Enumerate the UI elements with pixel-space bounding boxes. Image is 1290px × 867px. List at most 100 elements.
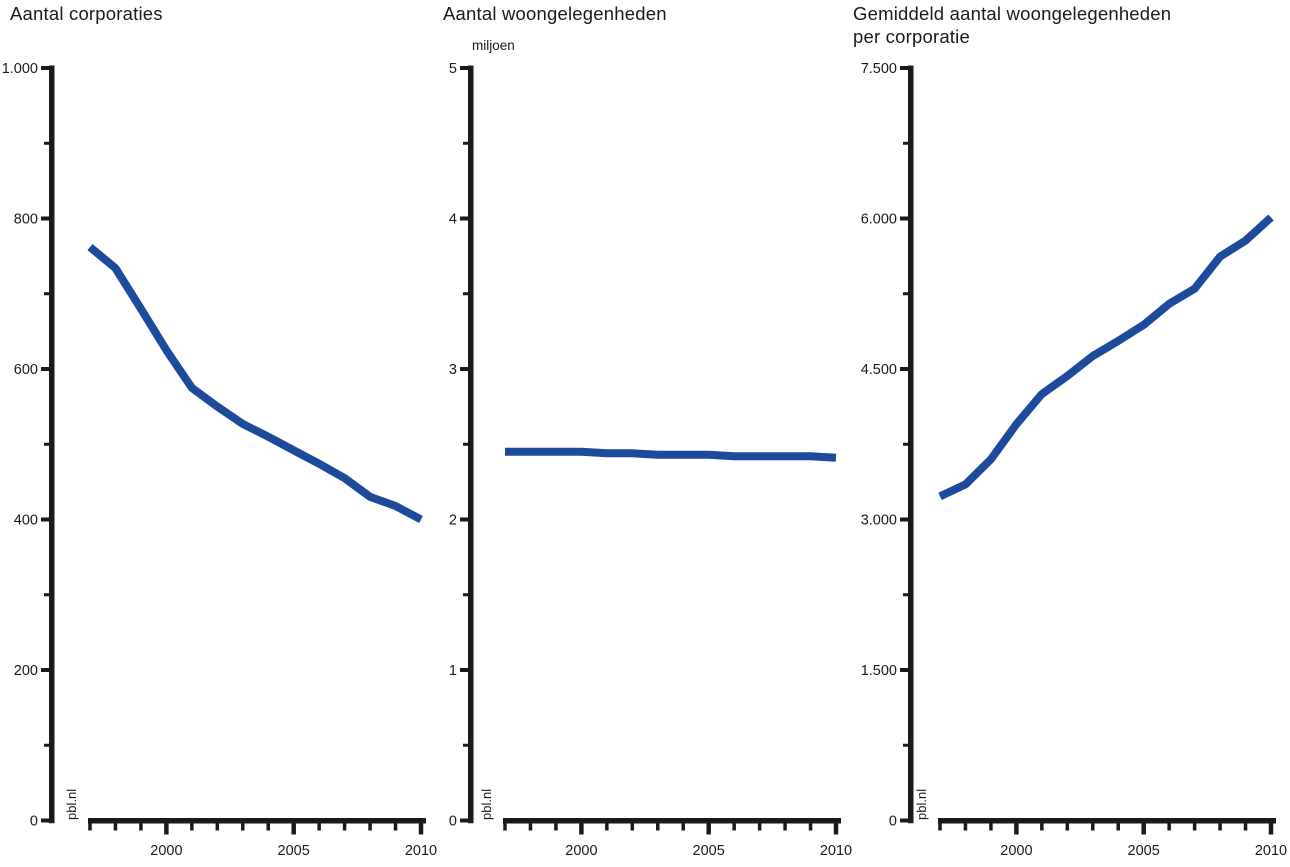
y-axis [49, 65, 55, 824]
x-minor-tick [656, 823, 660, 831]
y-tick-label: 5 [449, 61, 457, 77]
chart-3: 0 1.500 3.000 4.500 6.000 7.500 2000 2005 2010 pb… [861, 61, 1287, 859]
y-tick-label: 600 [14, 362, 38, 378]
x-minor-tick [393, 823, 398, 831]
y-minor-tick [44, 743, 49, 747]
x-tick-label: 2010 [1255, 843, 1287, 859]
x-minor-tick [503, 823, 507, 831]
x-minor-tick [1091, 823, 1095, 831]
y-major-tick [900, 66, 908, 70]
x-major-tick [706, 823, 711, 835]
y-major-tick [41, 367, 49, 371]
y-tick-label: 3.000 [861, 513, 897, 529]
x-major-tick [1141, 823, 1146, 835]
y-tick-label: 3 [449, 362, 457, 378]
y-tick-label: 6.000 [861, 212, 897, 228]
data-line [938, 214, 1274, 501]
source-label: pbl.nl [479, 789, 494, 820]
x-minor-tick [1243, 823, 1248, 831]
y-minor-tick [463, 442, 468, 446]
x-minor-tick [190, 823, 194, 831]
y-tick-label: 400 [14, 513, 38, 529]
y-major-tick [460, 216, 468, 221]
chart-1: 0 200 400 600 800 1.000 2000 2005 2010 pbl.nl [2, 61, 437, 859]
y-major-tick [900, 367, 908, 371]
y-tick-label: 7.500 [861, 61, 897, 77]
x-tick-label: 2010 [405, 843, 437, 859]
y-minor-tick [903, 292, 908, 296]
x-minor-tick [215, 823, 220, 831]
x-major-tick [1014, 823, 1019, 835]
x-axis [938, 818, 1276, 824]
x-minor-tick [554, 823, 558, 831]
x-minor-tick [732, 823, 736, 831]
x-minor-tick [368, 823, 372, 831]
y-major-tick [41, 216, 49, 221]
y-minor-tick [463, 292, 468, 296]
x-tick-label: 2005 [278, 843, 310, 859]
x-minor-tick [989, 823, 993, 831]
y-minor-tick [44, 141, 49, 145]
y-axis [468, 65, 474, 824]
y-minor-tick [463, 743, 468, 747]
y-minor-tick [463, 141, 468, 145]
y-minor-tick [44, 593, 49, 597]
y-minor-tick [903, 141, 908, 145]
x-major-tick [291, 823, 296, 835]
x-minor-tick [266, 823, 270, 831]
y-major-tick [900, 216, 908, 221]
y-minor-tick [44, 292, 49, 296]
x-minor-tick [317, 823, 321, 831]
y-tick-label: 4 [449, 212, 457, 228]
x-major-tick [164, 823, 169, 835]
x-tick-label: 2000 [1000, 843, 1032, 859]
y-axis [908, 65, 914, 824]
y-tick-label: 1 [449, 663, 457, 679]
y-minor-tick [903, 593, 908, 597]
x-tick-label: 2010 [820, 843, 852, 859]
y-axis-unit-label: miljoen [472, 38, 515, 53]
y-major-tick [460, 367, 468, 371]
x-minor-tick [963, 823, 968, 831]
y-major-tick [460, 668, 468, 672]
x-minor-tick [1040, 823, 1044, 831]
chart-2: 0 1 2 3 4 5 2000 2005 2010 pbl.nl [449, 61, 852, 859]
x-minor-tick [757, 823, 762, 831]
x-minor-tick [1167, 823, 1171, 831]
y-minor-tick [463, 593, 468, 597]
y-tick-label: 4.500 [861, 362, 897, 378]
y-tick-label: 1.000 [2, 61, 38, 77]
y-major-tick [460, 517, 468, 522]
y-minor-tick [903, 442, 908, 446]
source-label: pbl.nl [64, 789, 79, 820]
chart-title-corporaties: Aantal corporaties [10, 3, 163, 24]
y-minor-tick [903, 743, 908, 747]
y-major-tick [41, 818, 49, 823]
x-minor-tick [113, 823, 118, 831]
x-minor-tick [681, 823, 685, 831]
x-tick-label: 2000 [565, 843, 597, 859]
x-minor-tick [139, 823, 143, 831]
y-major-tick [460, 66, 468, 70]
x-minor-tick [783, 823, 787, 831]
y-tick-label: 800 [14, 212, 38, 228]
x-minor-tick [1116, 823, 1120, 831]
data-line [87, 244, 423, 524]
y-tick-label: 0 [449, 814, 457, 830]
y-tick-label: 2 [449, 513, 457, 529]
x-minor-tick [1218, 823, 1222, 831]
y-major-tick [41, 668, 49, 672]
x-minor-tick [938, 823, 942, 831]
x-minor-tick [630, 823, 635, 831]
x-tick-label: 2000 [150, 843, 182, 859]
y-major-tick [460, 818, 468, 823]
x-minor-tick [241, 823, 245, 831]
x-minor-tick [808, 823, 813, 831]
y-tick-label: 0 [889, 814, 897, 830]
y-major-tick [900, 818, 908, 823]
y-tick-label: 0 [30, 814, 38, 830]
y-major-tick [900, 668, 908, 672]
x-tick-label: 2005 [1128, 843, 1160, 859]
